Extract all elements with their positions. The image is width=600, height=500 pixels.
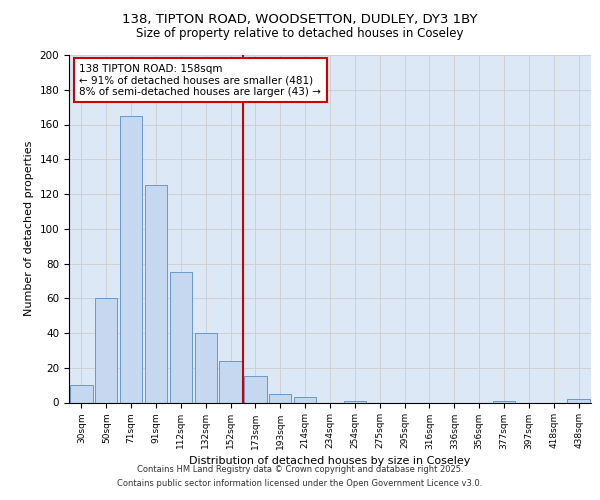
Bar [95,298,118,403]
Text: 138, TIPTON ROAD, WOODSETTON, DUDLEY, DY3 1BY: 138, TIPTON ROAD, WOODSETTON, DUDLEY, DY… [122,12,478,26]
Bar [269,394,292,402]
Bar [220,361,242,403]
Bar [344,401,366,402]
Bar [194,333,217,402]
Bar [170,272,192,402]
Bar [244,376,266,402]
Bar [70,385,92,402]
Bar [145,186,167,402]
Bar [493,401,515,402]
Bar [568,399,590,402]
Bar [120,116,142,403]
X-axis label: Distribution of detached houses by size in Coseley: Distribution of detached houses by size … [190,456,470,466]
Y-axis label: Number of detached properties: Number of detached properties [24,141,34,316]
Bar [294,398,316,402]
Text: Contains HM Land Registry data © Crown copyright and database right 2025.
Contai: Contains HM Land Registry data © Crown c… [118,466,482,487]
Text: Size of property relative to detached houses in Coseley: Size of property relative to detached ho… [136,28,464,40]
Text: 138 TIPTON ROAD: 158sqm
← 91% of detached houses are smaller (481)
8% of semi-de: 138 TIPTON ROAD: 158sqm ← 91% of detache… [79,64,322,97]
